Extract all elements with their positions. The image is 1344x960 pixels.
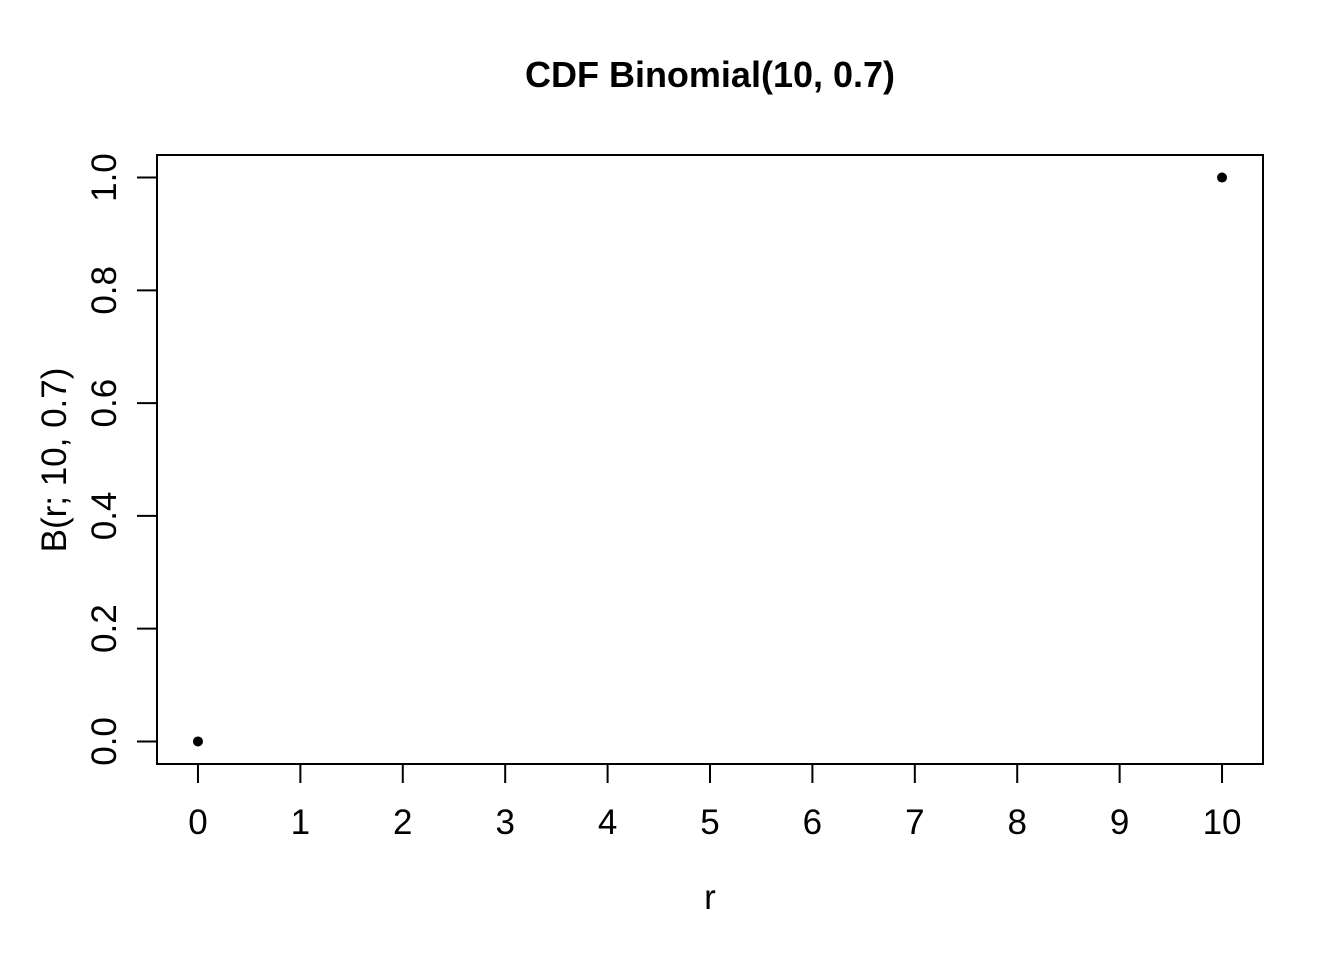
x-tick-label: 5	[700, 803, 719, 842]
y-tick-label: 0.4	[85, 492, 124, 541]
y-tick-label: 0.2	[85, 604, 124, 653]
x-tick-label: 4	[598, 803, 617, 842]
y-tick-label: 0.6	[85, 379, 124, 428]
data-point	[1217, 172, 1228, 183]
x-tick-label: 2	[393, 803, 412, 842]
y-tick-label: 1.0	[85, 153, 124, 202]
x-tick-label: 1	[291, 803, 310, 842]
data-point	[192, 736, 203, 747]
x-axis-label: r	[704, 878, 716, 917]
x-tick-label: 6	[803, 803, 822, 842]
x-tick-label: 3	[495, 803, 514, 842]
plot-box	[156, 154, 1264, 765]
y-tick-label: 0.0	[85, 717, 124, 766]
x-tick-label: 10	[1203, 803, 1242, 842]
x-tick-label: 8	[1007, 803, 1026, 842]
x-tick-label: 9	[1110, 803, 1129, 842]
chart-title: CDF Binomial(10, 0.7)	[524, 54, 896, 95]
y-tick-label: 0.8	[85, 266, 124, 315]
x-tick-label: 0	[188, 803, 207, 842]
x-tick-label: 7	[905, 803, 924, 842]
